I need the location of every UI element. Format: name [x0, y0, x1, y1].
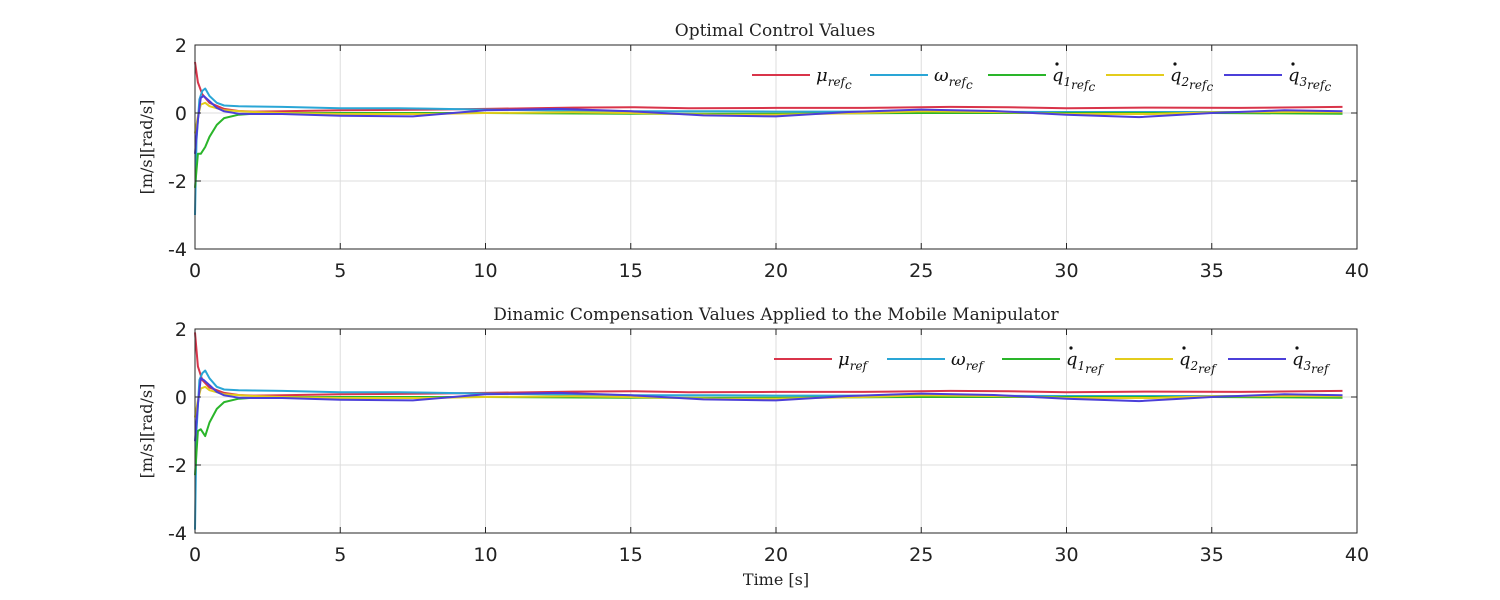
legend-label: q3ref: [1292, 349, 1331, 376]
x-tick-label: 0: [189, 260, 201, 282]
legend-entry-1: ωref: [887, 349, 986, 373]
series-line-0: [194, 332, 1343, 397]
legend-derivative-dot: [1291, 62, 1295, 66]
legend-derivative-dot: [1182, 346, 1186, 350]
legend-entry-4: q3refc: [1224, 62, 1331, 94]
top-subplot-ylabel: [m/s][rad/s]: [137, 100, 156, 195]
x-tick-label: 40: [1345, 260, 1369, 282]
x-tick-label: 5: [334, 260, 346, 282]
y-tick-label: 0: [175, 387, 187, 409]
legend-label: q2ref: [1179, 349, 1218, 376]
legend-entry-3: q2refc: [1106, 62, 1213, 94]
x-tick-label: 40: [1345, 544, 1369, 566]
x-tick-label: 15: [619, 260, 643, 282]
legend-derivative-dot: [1295, 346, 1299, 350]
series-line-0: [194, 61, 1343, 113]
series-line-1: [194, 369, 1343, 530]
legend-label: q1ref: [1066, 349, 1105, 376]
legend-derivative-dot: [1173, 62, 1177, 66]
y-tick-label: -2: [168, 455, 187, 477]
legend-label: q3refc: [1288, 65, 1331, 94]
x-tick-label: 25: [909, 544, 933, 566]
legend-derivative-dot: [1069, 346, 1073, 350]
legend-entry-4: q3ref: [1228, 346, 1331, 376]
legend-entry-0: μref: [774, 349, 870, 373]
legend-label: μrefc: [816, 65, 852, 92]
x-tick-label: 0: [189, 544, 201, 566]
x-tick-label: 10: [473, 260, 497, 282]
legend-label: q2refc: [1170, 65, 1213, 94]
x-tick-label: 35: [1200, 544, 1224, 566]
legend-derivative-dot: [1055, 62, 1059, 66]
legend-label: ωrefc: [934, 65, 973, 92]
x-tick-label: 10: [473, 544, 497, 566]
legend-label: q1refc: [1052, 65, 1095, 94]
bottom-subplot-title: Dinamic Compensation Values Applied to t…: [493, 305, 1059, 325]
y-tick-label: -4: [168, 239, 187, 261]
x-tick-label: 20: [764, 260, 788, 282]
top-subplot: Optimal Control Values [m/s][rad/s] 0 5 10…: [137, 21, 1369, 282]
series-line-3: [194, 101, 1343, 134]
legend-entry-1: ωrefc: [870, 65, 973, 92]
x-tick-label: 30: [1054, 260, 1078, 282]
y-tick-label: 2: [175, 319, 187, 341]
legend-entry-2: q1ref: [1002, 346, 1105, 376]
y-tick-label: 2: [175, 35, 187, 57]
x-tick-label: 15: [619, 544, 643, 566]
bottom-subplot: Dinamic Compensation Values Applied to t…: [137, 305, 1369, 589]
legend-label: ωref: [951, 349, 986, 373]
x-tick-label: 35: [1200, 260, 1224, 282]
legend: μref ωref q1ref q2ref q3ref: [774, 346, 1331, 376]
y-tick-label: 0: [175, 103, 187, 125]
top-subplot-title: Optimal Control Values: [675, 21, 875, 41]
x-tick-label: 5: [334, 544, 346, 566]
bottom-subplot-ylabel: [m/s][rad/s]: [137, 384, 156, 479]
series-line-4: [194, 377, 1343, 442]
legend-entry-0: μrefc: [752, 65, 852, 92]
y-tick-label: -4: [168, 523, 187, 545]
legend-entry-3: q2ref: [1115, 346, 1218, 376]
x-tick-label: 30: [1054, 544, 1078, 566]
legend-label: μref: [838, 349, 870, 373]
legend-entry-2: q1refc: [988, 62, 1095, 94]
legend: μrefc ωrefc q1refc q2refc q3refc: [752, 62, 1331, 94]
x-tick-label: 20: [764, 544, 788, 566]
series-line-4: [194, 95, 1343, 154]
y-tick-label: -2: [168, 171, 187, 193]
series-line-1: [194, 87, 1343, 216]
x-tick-label: 25: [909, 260, 933, 282]
series-line-3: [194, 385, 1343, 418]
bottom-subplot-xlabel: Time [s]: [743, 570, 809, 589]
